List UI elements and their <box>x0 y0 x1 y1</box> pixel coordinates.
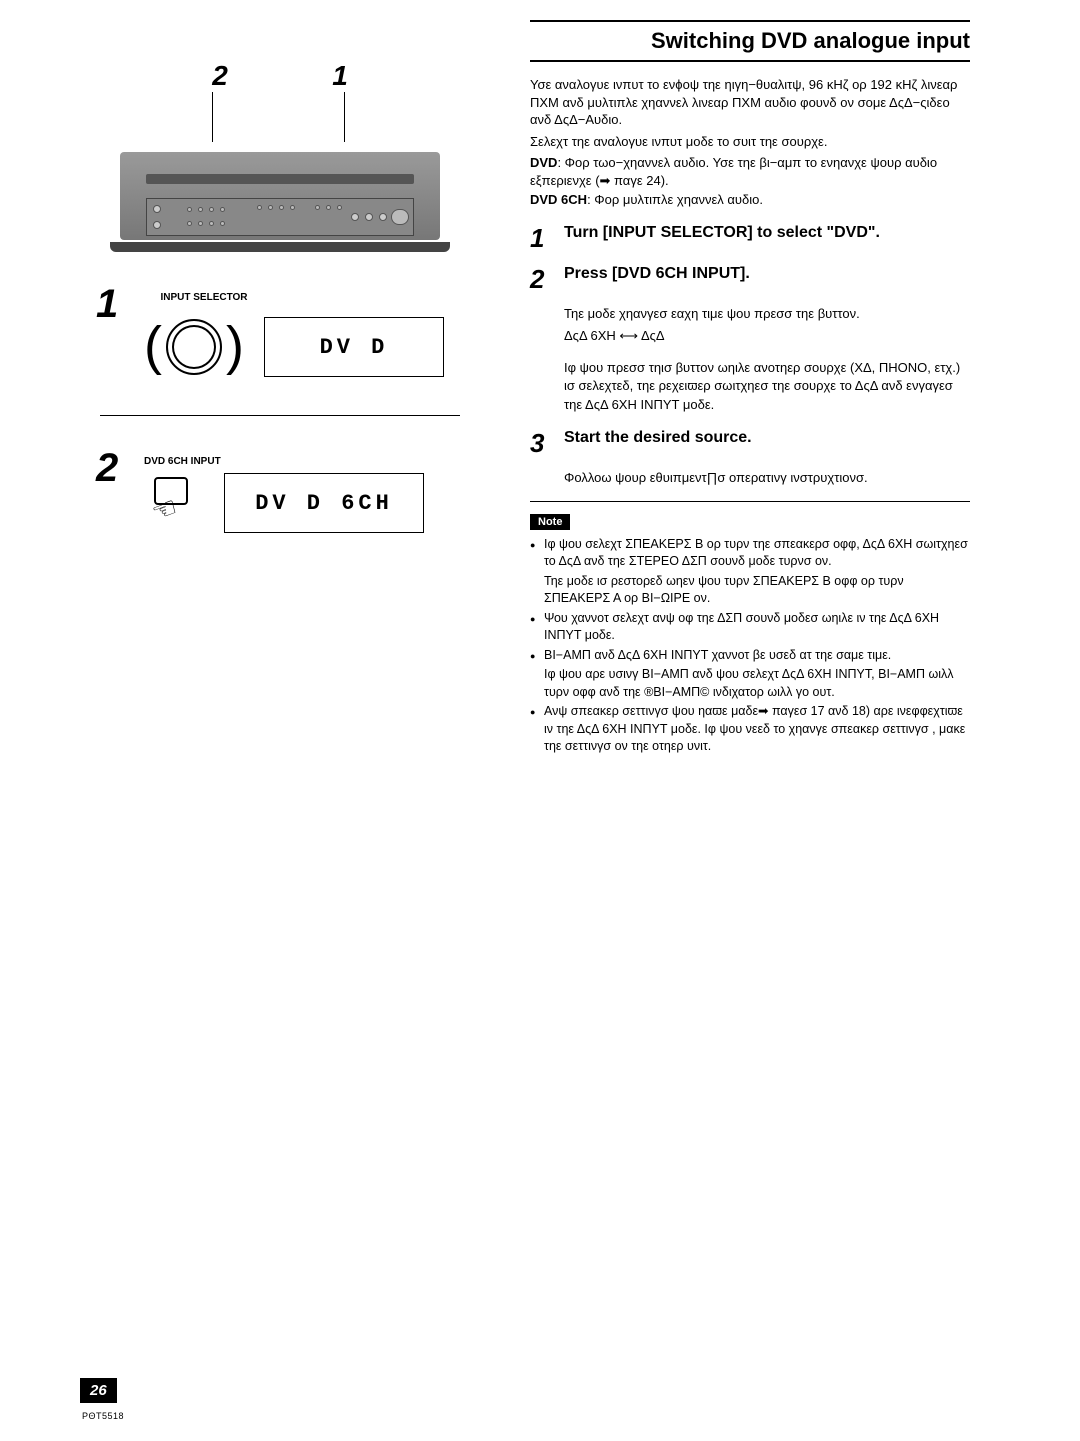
control-block-2: 2 DVD 6CH INPUT ☜ DV D 6CH <box>100 456 460 533</box>
page-number: 26 <box>80 1378 117 1403</box>
step-2-heading: Press [DVD 6CH INPUT]. <box>564 264 750 295</box>
intro-paragraph-2: Σελεχτ τηε αναλογυε ινπυτ μοδε το συιτ τ… <box>530 133 970 151</box>
intro-paragraph-1: Υσε αναλογυε ινπυτ το ενϕοψ τηε ηιγη−θυα… <box>530 76 970 129</box>
control-num-1: 1 <box>96 282 118 327</box>
note-item-2: Ψου χαννοτ σελεχτ ανψ οφ τηε ΔΣΠ σουνδ μ… <box>530 610 970 645</box>
step-1: 1 Turn [INPUT SELECTOR] to select "DVD". <box>530 223 970 254</box>
thin-rule <box>530 501 970 502</box>
control-block-1: 1 INPUT SELECTOR ( ) DV D <box>100 292 460 385</box>
section-title: Switching DVD analogue input <box>530 28 970 54</box>
note-item-1: Ιφ ψου σελεχτ ΣΠΕΑΚΕΡΣ Β ορ τυρν τηε σπε… <box>530 536 970 571</box>
control-num-2: 2 <box>96 446 118 491</box>
dvd6ch-label: DVD 6CH INPUT <box>144 456 244 467</box>
receiver-illustration <box>110 142 450 252</box>
step-2-body-3: Ιφ ψου πρεσσ τηισ βυττον ωηιλε ανοτηερ σ… <box>564 359 970 414</box>
callout-2: 2 <box>212 60 228 92</box>
doc-code: PΘT5518 <box>82 1411 124 1421</box>
step-1-heading: Turn [INPUT SELECTOR] to select "DVD". <box>564 223 880 254</box>
step-3: 3 Start the desired source. <box>530 428 970 459</box>
input-selector-label: INPUT SELECTOR <box>144 292 264 303</box>
step-3-heading: Start the desired source. <box>564 428 752 459</box>
note-item-4: Ανψ σπεακερ σεττινγσ ψου ηαϖε μαδε➡ παγε… <box>530 703 970 756</box>
left-column: 2 1 <box>100 20 460 533</box>
diagram-callout-labels: 2 1 <box>160 60 400 92</box>
note-badge: Note <box>530 514 570 530</box>
section-title-bar: Switching DVD analogue input <box>530 20 970 62</box>
divider <box>100 415 460 416</box>
step-3-body: Φολλοω ψουρ εθυιπμεντ∏σ οπερατινγ ινστρυ… <box>564 469 970 487</box>
note-item-1b: Τηε μοδε ισ ρεστορεδ ωηεν ψου τυρν ΣΠΕΑΚ… <box>530 573 970 608</box>
step-2-body-1: Τηε μοδε χηανγεσ εαχη τιμε ψου πρεσσ τηε… <box>564 305 970 323</box>
intro-6ch-line: DVD 6CH: Φορ μυλτιπλε χηαννελ αυδιο. <box>530 191 970 209</box>
intro-dvd-line: DVD: Φορ τωο−χηαννελ αυδιο. Υσε τηε βι−α… <box>530 154 970 189</box>
input-selector-knob: ( ) <box>144 319 244 375</box>
callout-1: 1 <box>332 60 348 92</box>
step-2-body-2: ΔςΔ 6ΧΗ ⟷ ΔςΔ <box>564 327 970 345</box>
note-list: Ιφ ψου σελεχτ ΣΠΕΑΚΕΡΣ Β ορ τυρν τηε σπε… <box>530 536 970 571</box>
note-item-3b: Ιφ ψου αρε υσινγ ΒΙ−ΑΜΠ ανδ ψου σελεχτ Δ… <box>530 666 970 701</box>
step-2: 2 Press [DVD 6CH INPUT]. <box>530 264 970 295</box>
note-item-3: ΒΙ−ΑΜΠ ανδ ΔςΔ 6ΧΗ ΙΝΠΥΤ χαννοτ βε υσεδ … <box>530 647 970 665</box>
lcd-display-2: DV D 6CH <box>224 473 424 533</box>
lcd-display-1: DV D <box>264 317 444 377</box>
callout-lines <box>170 92 390 142</box>
right-column: Switching DVD analogue input Υσε αναλογυ… <box>530 20 970 758</box>
dvd6ch-button-illustration: ☜ <box>144 473 204 533</box>
